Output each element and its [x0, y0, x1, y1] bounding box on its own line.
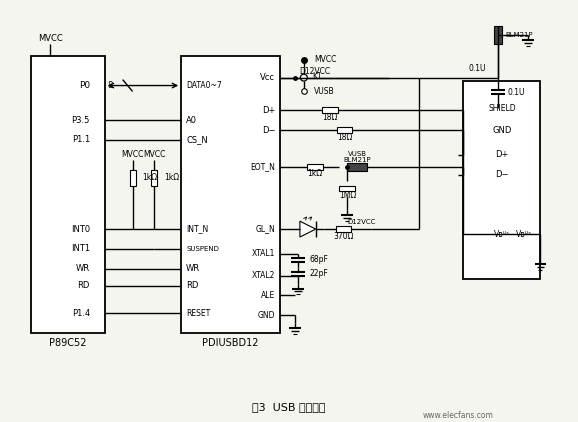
Text: A0: A0 [186, 116, 197, 124]
Text: 18Ω: 18Ω [322, 113, 338, 122]
Text: RESET: RESET [186, 309, 210, 318]
Text: Vʙᵁˢ: Vʙᵁˢ [516, 230, 532, 238]
Text: BLM21P: BLM21P [343, 157, 371, 163]
Bar [151, 170, 157, 186]
Text: 1kΩ: 1kΩ [307, 169, 323, 178]
Text: GND: GND [258, 311, 275, 320]
Text: 22pF: 22pF [310, 269, 328, 278]
Text: ALE: ALE [261, 291, 275, 300]
Text: 图3  USB 接口电路: 图3 USB 接口电路 [252, 402, 326, 412]
Text: D12VCC: D12VCC [347, 219, 376, 225]
Text: 1kΩ: 1kΩ [164, 173, 179, 182]
Polygon shape [300, 221, 316, 237]
Text: D−: D− [262, 126, 275, 135]
Bar [336, 226, 351, 232]
Bar [31, 56, 105, 333]
Bar [307, 164, 323, 170]
Bar [339, 186, 355, 192]
Text: 1kΩ: 1kΩ [142, 173, 158, 182]
Text: INT0: INT0 [71, 225, 90, 234]
Text: Vʙᵁˢ: Vʙᵁˢ [494, 230, 510, 238]
Text: MVCC: MVCC [121, 150, 144, 160]
Text: MVCC: MVCC [38, 33, 63, 43]
Bar [463, 81, 540, 279]
Text: RD: RD [77, 281, 90, 290]
Text: SUSPEND: SUSPEND [186, 246, 219, 252]
Text: P1.1: P1.1 [72, 135, 90, 144]
Text: 8: 8 [107, 81, 113, 90]
Text: D−: D− [495, 170, 509, 179]
Text: BLM21P: BLM21P [506, 32, 533, 38]
Text: CS_N: CS_N [186, 135, 208, 144]
Text: D+: D+ [495, 150, 509, 160]
Text: SHIELD: SHIELD [488, 104, 516, 113]
Bar [181, 56, 280, 333]
Text: 68pF: 68pF [310, 255, 329, 264]
Text: K1: K1 [312, 72, 321, 81]
Text: www.elecfans.com: www.elecfans.com [423, 411, 494, 420]
Bar [129, 170, 136, 186]
Text: WR: WR [186, 264, 200, 273]
Text: D+: D+ [262, 106, 275, 115]
Text: INT_N: INT_N [186, 225, 208, 234]
Bar [494, 26, 502, 44]
Text: MVCC: MVCC [314, 55, 336, 64]
Text: EOT_N: EOT_N [250, 162, 275, 171]
Text: INT1: INT1 [71, 244, 90, 253]
Text: VUSB: VUSB [348, 151, 367, 157]
Text: WR: WR [76, 264, 90, 273]
Text: DATA0~7: DATA0~7 [186, 81, 222, 90]
Text: PDIUSBD12: PDIUSBD12 [202, 338, 259, 348]
Text: MVCC: MVCC [143, 150, 165, 160]
Text: XTAL1: XTAL1 [252, 249, 275, 258]
Text: 18Ω: 18Ω [337, 133, 352, 141]
Text: 1MΩ: 1MΩ [339, 191, 356, 200]
Text: XTAL2: XTAL2 [252, 271, 275, 280]
Bar [336, 127, 353, 133]
Bar [347, 163, 367, 170]
Text: Vcc: Vcc [260, 73, 275, 82]
Text: P3.5: P3.5 [72, 116, 90, 124]
Text: P0: P0 [79, 81, 90, 90]
Text: GL_N: GL_N [255, 225, 275, 234]
Text: P89C52: P89C52 [49, 338, 87, 348]
Text: RD: RD [186, 281, 198, 290]
Text: D12VCC: D12VCC [299, 67, 330, 76]
Text: GND: GND [492, 126, 512, 135]
Text: 370Ω: 370Ω [333, 232, 354, 241]
Text: VUSB: VUSB [314, 87, 335, 96]
Text: 0.1U: 0.1U [508, 88, 525, 97]
Text: P1.4: P1.4 [72, 309, 90, 318]
Bar [322, 107, 338, 113]
Text: 0.1U: 0.1U [469, 64, 486, 73]
